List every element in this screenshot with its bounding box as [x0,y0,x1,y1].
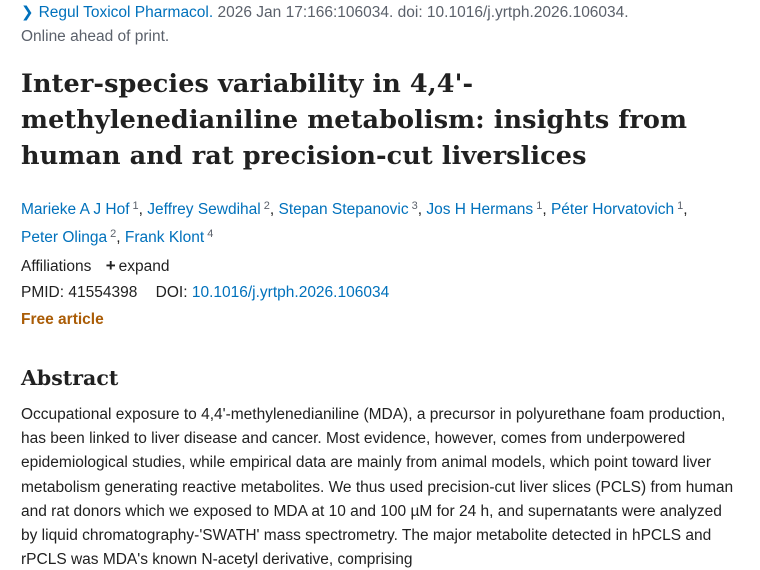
article-title: Inter-species variability in 4,4'-methyl… [21,69,688,171]
doi-label: DOI: [155,284,188,301]
author-link[interactable]: Marieke A J Hof [21,201,130,218]
journal-link[interactable]: ❯ Regul Toxicol Pharmacol. [21,4,218,21]
journal-name: Regul Toxicol Pharmacol. [38,4,214,21]
author-item: Stepan Stepanovic 3, [278,200,423,218]
publication-status: Online ahead of print. [21,28,170,45]
author-link[interactable]: Jeffrey Sewdihal [147,201,261,218]
pmid-label: PMID: [21,284,65,301]
author-affiliation-number[interactable]: 1 [677,200,684,212]
author-link[interactable]: Jos H Hermans [426,201,534,218]
author-item: Peter Olinga 2, [21,228,121,246]
author-link[interactable]: Peter Olinga [21,229,108,246]
article-identifiers: PMID: 41554398 DOI: 10.1016/j.yrtph.2026… [21,284,389,302]
author-item: Marieke A J Hof 1, [21,200,143,218]
expand-label: expand [118,258,170,275]
abstract-text: Occupational exposure to 4,4'-methylened… [21,406,734,569]
chevron-right-icon: ❯ [21,4,34,21]
author-link[interactable]: Péter Horvatovich [550,201,675,218]
author-affiliation-number[interactable]: 1 [536,200,543,212]
affiliations-section: Affiliations + expand [21,257,169,276]
abstract-heading: Abstract [21,366,119,390]
affiliations-expand-button[interactable]: + expand [105,256,170,276]
author-item: Frank Klont 4 [124,228,214,246]
plus-icon: + [105,256,116,275]
author-link[interactable]: Frank Klont [124,229,205,246]
author-item: Jeffrey Sewdihal 2, [147,200,275,218]
author-affiliation-number[interactable]: 2 [263,200,270,212]
author-affiliation-number[interactable]: 4 [207,228,214,240]
author-item: Péter Horvatovich 1, [550,200,688,218]
affiliations-label: Affiliations [21,258,92,275]
author-affiliation-number[interactable]: 1 [132,200,139,212]
pmid-value: 41554398 [68,284,138,301]
free-article-badge: Free article [21,311,104,328]
citation-details: 2026 Jan 17:166:106034. doi: 10.1016/j.y… [217,4,629,21]
author-link[interactable]: Stepan Stepanovic [278,201,409,218]
author-affiliation-number[interactable]: 3 [411,200,418,212]
author-item: Jos H Hermans 1, [426,200,547,218]
author-list: Marieke A J Hof 1, Jeffrey Sewdihal 2, Ste… [21,194,741,250]
author-affiliation-number[interactable]: 2 [110,228,117,240]
citation-line: ❯ Regul Toxicol Pharmacol. 2026 Jan 17:16… [21,4,629,22]
doi-link[interactable]: 10.1016/j.yrtph.2026.106034 [191,284,390,301]
